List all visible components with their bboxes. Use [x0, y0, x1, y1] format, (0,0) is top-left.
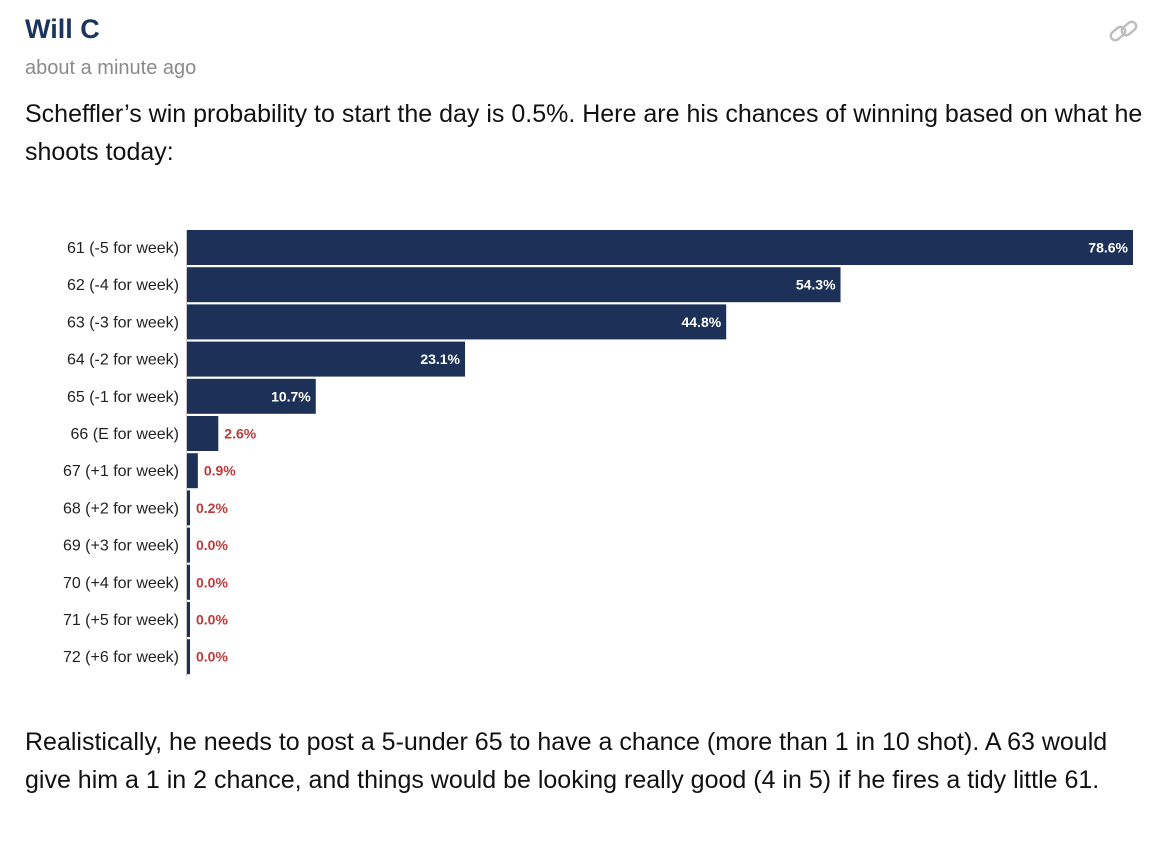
- bar: [187, 490, 190, 526]
- data-label: 78.6%: [1088, 240, 1128, 256]
- bar: [187, 639, 190, 675]
- data-label: 10.7%: [271, 388, 311, 404]
- link-icon: [1109, 20, 1138, 42]
- data-label: 0.0%: [196, 537, 228, 553]
- bar: [187, 602, 190, 637]
- category-tick-label: 64 (-2 for week): [67, 352, 179, 369]
- category-tick-label: 71 (+5 for week): [63, 612, 179, 629]
- category-tick-label: 65 (-1 for week): [67, 389, 179, 406]
- data-label: 2.6%: [224, 426, 256, 442]
- bar: [187, 416, 219, 451]
- data-label: 0.0%: [196, 612, 228, 628]
- bar: [187, 341, 466, 377]
- data-label: 0.9%: [204, 463, 236, 479]
- data-label: 54.3%: [796, 277, 836, 293]
- permalink-button[interactable]: [1106, 16, 1142, 48]
- category-tick-label: 70 (+4 for week): [63, 575, 179, 592]
- bar: [187, 304, 727, 340]
- outro-paragraph: Realistically, he needs to post a 5-unde…: [25, 728, 1108, 794]
- bar: [187, 527, 190, 563]
- data-label: 0.2%: [196, 500, 228, 516]
- bar: [187, 267, 841, 303]
- bar-chart-svg: 61 (-5 for week) 78.6% 62 (-4 for week) 54.…: [63, 230, 1133, 677]
- category-tick-label: 66 (E for week): [71, 426, 179, 443]
- category-tick-label: 67 (+1 for week): [63, 463, 179, 480]
- data-label: 23.1%: [420, 351, 460, 367]
- data-label: 0.0%: [196, 574, 228, 590]
- bar: [187, 564, 190, 600]
- data-label: 0.0%: [196, 649, 228, 665]
- category-tick-label: 63 (-3 for week): [67, 314, 179, 331]
- category-tick-label: 72 (+6 for week): [63, 649, 179, 666]
- data-label: 44.8%: [681, 314, 721, 330]
- category-tick-label: 69 (+3 for week): [63, 538, 179, 555]
- category-tick-label: 61 (-5 for week): [67, 240, 179, 257]
- category-tick-label: 62 (-4 for week): [67, 277, 179, 294]
- bar: [187, 453, 198, 489]
- intro-paragraph: Scheffler’s win probability to start the…: [25, 100, 1143, 166]
- post-timestamp[interactable]: about a minute ago: [25, 57, 197, 79]
- author-name[interactable]: Will C: [25, 14, 100, 44]
- win-probability-chart: 61 (-5 for week) 78.6% 62 (-4 for week) 54.…: [0, 222, 1170, 682]
- bar: [187, 378, 316, 414]
- category-tick-label: 68 (+2 for week): [63, 500, 179, 517]
- bar: [187, 230, 1133, 265]
